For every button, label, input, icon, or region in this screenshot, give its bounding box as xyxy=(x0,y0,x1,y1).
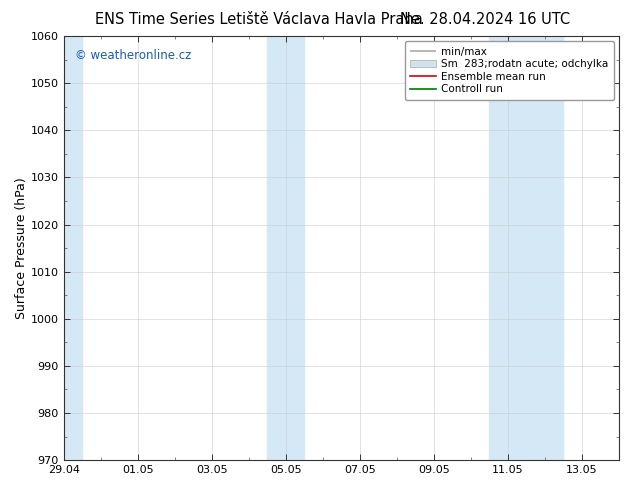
Bar xyxy=(268,36,304,460)
Bar xyxy=(45,36,82,460)
Legend: min/max, Sm  283;rodatn acute; odchylka, Ensemble mean run, Controll run: min/max, Sm 283;rodatn acute; odchylka, … xyxy=(405,41,614,99)
Text: ENS Time Series Letiště Václava Havla Praha: ENS Time Series Letiště Václava Havla Pr… xyxy=(95,12,423,27)
Text: © weatheronline.cz: © weatheronline.cz xyxy=(75,49,191,62)
Text: Ne. 28.04.2024 16 UTC: Ne. 28.04.2024 16 UTC xyxy=(401,12,571,27)
Y-axis label: Surface Pressure (hPa): Surface Pressure (hPa) xyxy=(15,177,28,319)
Bar xyxy=(489,36,564,460)
